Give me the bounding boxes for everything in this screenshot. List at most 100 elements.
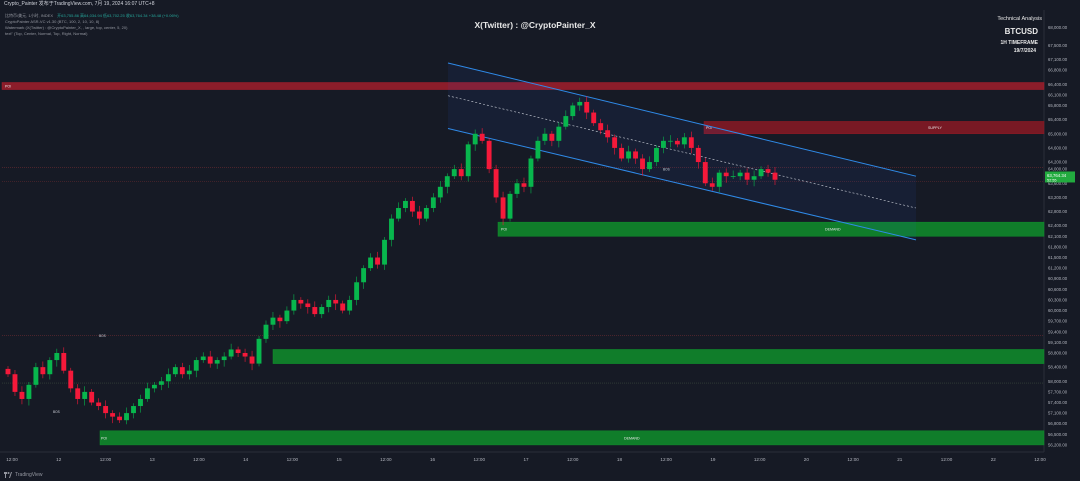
- candle-body[interactable]: [249, 356, 255, 364]
- candle-body[interactable]: [333, 299, 339, 304]
- candle-body[interactable]: [270, 317, 276, 325]
- candle-body[interactable]: [702, 162, 708, 184]
- candle-body[interactable]: [423, 208, 429, 219]
- candle-body[interactable]: [605, 130, 611, 138]
- candle-body[interactable]: [695, 147, 701, 163]
- candle-body[interactable]: [737, 172, 743, 177]
- candle-body[interactable]: [186, 370, 192, 375]
- candle-body[interactable]: [563, 116, 569, 127]
- indicator-3[interactable]: text" (Top, Center, Normal, Top, Right, …: [5, 31, 88, 36]
- candle-body[interactable]: [451, 169, 457, 177]
- candle-body[interactable]: [584, 101, 590, 113]
- candle-body[interactable]: [382, 239, 387, 265]
- candle-body[interactable]: [549, 133, 555, 141]
- candle-body[interactable]: [681, 137, 687, 145]
- candle-body[interactable]: [179, 367, 185, 375]
- price-axis[interactable]: [1044, 0, 1080, 481]
- candle-body[interactable]: [772, 172, 778, 180]
- candle-body[interactable]: [193, 360, 199, 371]
- candle-body[interactable]: [660, 140, 666, 148]
- candle-body[interactable]: [305, 303, 311, 308]
- candle-body[interactable]: [235, 349, 241, 353]
- candle-body[interactable]: [138, 398, 143, 407]
- candle-body[interactable]: [82, 391, 88, 399]
- candle-body[interactable]: [124, 413, 129, 421]
- indicator-2[interactable]: Watermark (X(Twitter) : @CryptoPainter_X…: [5, 25, 128, 30]
- candle-body[interactable]: [458, 169, 464, 177]
- candle-body[interactable]: [751, 176, 757, 180]
- channel-lower-line[interactable]: [447, 127, 917, 241]
- candle-body[interactable]: [556, 126, 562, 141]
- candle-body[interactable]: [730, 176, 736, 177]
- channel-upper-line[interactable]: [447, 62, 917, 177]
- candle-body[interactable]: [744, 172, 750, 180]
- candle-body[interactable]: [500, 197, 506, 219]
- candle-body[interactable]: [765, 169, 771, 173]
- candle-body[interactable]: [528, 158, 534, 187]
- candle-body[interactable]: [75, 388, 81, 399]
- candle-body[interactable]: [389, 218, 394, 240]
- candle-body[interactable]: [89, 391, 95, 403]
- candle-body[interactable]: [667, 140, 673, 142]
- candle-body[interactable]: [110, 413, 116, 417]
- candle-body[interactable]: [375, 257, 380, 265]
- current-price-tag[interactable]: [1045, 171, 1075, 183]
- candle-body[interactable]: [5, 368, 11, 375]
- candle-body[interactable]: [96, 402, 102, 407]
- symbol-legend[interactable]: 比特币/美元, 1小时, INDEX 开63,755.86 高64,034.94…: [5, 13, 179, 19]
- supply-zone-top[interactable]: [1, 82, 1045, 90]
- candle-body[interactable]: [291, 299, 297, 311]
- candle-body[interactable]: [340, 303, 346, 311]
- candle-body[interactable]: [61, 352, 67, 371]
- candle-body[interactable]: [221, 356, 227, 361]
- candle-body[interactable]: [709, 183, 715, 187]
- candle-body[interactable]: [117, 416, 123, 421]
- candle-body[interactable]: [570, 105, 576, 117]
- candle-body[interactable]: [437, 186, 443, 198]
- candle-body[interactable]: [633, 151, 638, 159]
- candle-body[interactable]: [242, 352, 248, 357]
- candle-body[interactable]: [758, 169, 764, 177]
- candle-body[interactable]: [298, 299, 304, 304]
- candle-body[interactable]: [647, 162, 652, 170]
- candle-body[interactable]: [396, 208, 401, 219]
- candle-body[interactable]: [654, 147, 659, 163]
- candle-body[interactable]: [256, 338, 262, 364]
- candle-body[interactable]: [284, 310, 290, 322]
- candle-body[interactable]: [591, 112, 597, 124]
- candle-body[interactable]: [26, 384, 32, 399]
- candle-body[interactable]: [319, 307, 325, 315]
- candle-body[interactable]: [263, 324, 269, 339]
- candle-body[interactable]: [486, 140, 492, 170]
- candle-body[interactable]: [228, 349, 234, 357]
- candle-body[interactable]: [640, 158, 645, 170]
- candle-body[interactable]: [409, 200, 415, 212]
- indicator-1[interactable]: CryptoPainter ASR-VC v1.30 (BTC, 100, 2,…: [5, 19, 100, 24]
- candle-body[interactable]: [131, 406, 136, 414]
- candle-body[interactable]: [598, 123, 604, 131]
- candle-body[interactable]: [145, 388, 150, 399]
- candle-body[interactable]: [12, 374, 18, 392]
- candle-body[interactable]: [479, 133, 485, 141]
- candle-body[interactable]: [47, 360, 53, 375]
- candle-body[interactable]: [542, 133, 548, 141]
- candle-body[interactable]: [535, 140, 541, 159]
- candle-body[interactable]: [444, 176, 450, 187]
- candle-body[interactable]: [577, 101, 583, 106]
- demand-zone-lower[interactable]: [99, 430, 1045, 446]
- candle-body[interactable]: [674, 140, 680, 145]
- candle-body[interactable]: [158, 381, 164, 385]
- candle-body[interactable]: [472, 133, 478, 145]
- candle-body[interactable]: [19, 391, 25, 399]
- candle-body[interactable]: [103, 406, 109, 414]
- candle-body[interactable]: [688, 137, 694, 148]
- candle-body[interactable]: [347, 299, 353, 311]
- candle-body[interactable]: [716, 172, 722, 187]
- candle-body[interactable]: [326, 299, 332, 308]
- candle-body[interactable]: [165, 374, 171, 382]
- candle-body[interactable]: [416, 211, 422, 219]
- candle-body[interactable]: [277, 317, 283, 322]
- candle-body[interactable]: [151, 384, 157, 389]
- candle-body[interactable]: [200, 356, 206, 361]
